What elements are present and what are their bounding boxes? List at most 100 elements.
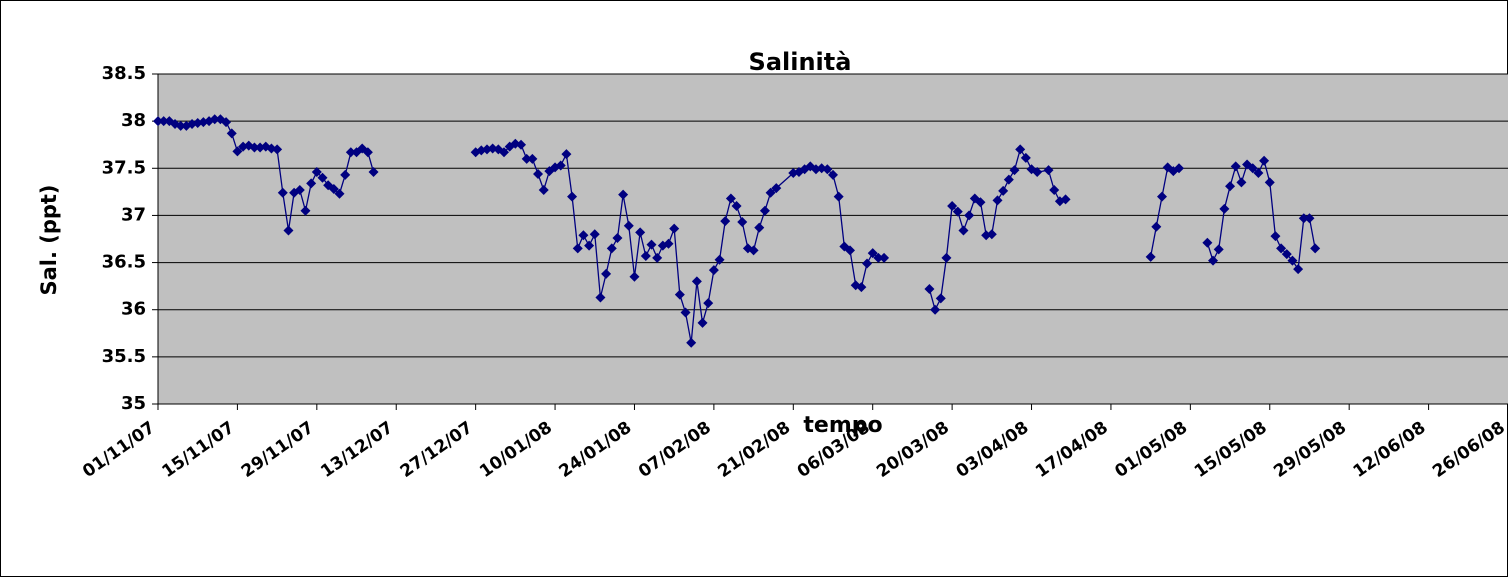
data-marker <box>1174 163 1185 174</box>
data-marker <box>1009 165 1020 176</box>
data-marker <box>1310 243 1321 254</box>
data-marker <box>538 184 549 195</box>
data-marker <box>612 233 623 244</box>
data-marker <box>153 116 163 127</box>
y-tick-label: 35 <box>121 393 146 414</box>
data-marker <box>606 243 617 254</box>
data-marker <box>1208 255 1219 266</box>
data-marker <box>845 245 856 256</box>
data-marker <box>924 283 935 294</box>
data-marker <box>521 153 532 164</box>
data-marker <box>572 243 583 254</box>
data-marker <box>249 142 260 153</box>
data-marker <box>646 239 657 250</box>
data-marker <box>669 223 680 234</box>
data-marker <box>300 205 311 216</box>
data-marker <box>516 139 527 150</box>
data-marker <box>725 193 736 204</box>
data-marker <box>1202 237 1213 248</box>
data-marker <box>856 282 867 293</box>
data-marker <box>703 298 714 309</box>
data-marker <box>822 164 833 175</box>
y-axis-label: Sal. (ppt) <box>37 184 61 295</box>
data-marker <box>533 168 544 179</box>
data-marker <box>1270 231 1281 242</box>
data-marker <box>867 248 878 259</box>
data-marker <box>1145 251 1156 262</box>
data-marker <box>674 289 685 300</box>
data-marker <box>720 216 731 227</box>
data-marker <box>947 201 958 211</box>
data-marker <box>1049 184 1060 195</box>
data-marker <box>209 114 220 125</box>
data-marker <box>311 167 322 178</box>
data-marker <box>595 292 606 303</box>
data-marker <box>941 252 952 263</box>
data-marker <box>1293 264 1304 275</box>
data-marker <box>935 293 946 304</box>
data-marker <box>635 227 646 238</box>
data-marker <box>686 337 697 348</box>
data-marker <box>964 210 975 221</box>
data-marker <box>731 201 742 211</box>
data-marker <box>623 220 634 231</box>
data-marker <box>584 240 595 251</box>
data-marker <box>958 225 969 236</box>
y-tick-label: 35.5 <box>102 346 146 367</box>
data-marker <box>340 169 351 180</box>
data-marker <box>1151 221 1162 232</box>
data-marker <box>759 205 770 216</box>
chart-title: Salinità <box>749 48 852 76</box>
data-marker <box>555 160 566 171</box>
data-marker <box>992 195 1003 206</box>
data-marker <box>1247 163 1258 174</box>
data-marker <box>328 184 339 195</box>
data-marker <box>170 118 181 129</box>
data-marker <box>1032 167 1043 178</box>
data-marker <box>1015 144 1026 155</box>
data-marker <box>663 238 674 249</box>
data-marker <box>680 307 691 318</box>
data-marker <box>334 188 345 199</box>
data-marker <box>294 184 305 195</box>
data-marker <box>527 153 538 164</box>
y-tick-label: 38 <box>121 110 146 131</box>
data-marker <box>561 149 572 160</box>
data-marker <box>1276 243 1287 254</box>
data-marker <box>697 317 708 328</box>
data-marker <box>1281 249 1292 260</box>
data-marker <box>1236 177 1247 188</box>
data-marker <box>1304 213 1315 224</box>
data-marker <box>986 229 997 240</box>
data-marker <box>1043 165 1054 176</box>
data-marker <box>1287 255 1298 266</box>
data-marker <box>1020 152 1031 163</box>
data-marker <box>368 167 379 178</box>
data-marker <box>828 169 838 180</box>
data-marker <box>1230 161 1241 172</box>
data-marker <box>714 254 725 265</box>
y-tick-label: 36.5 <box>102 252 146 273</box>
data-marker <box>754 222 765 233</box>
data-marker <box>272 144 283 155</box>
x-axis-label: tempo <box>803 413 882 438</box>
data-marker <box>1259 155 1270 166</box>
data-marker <box>618 189 629 200</box>
data-marker <box>691 276 702 287</box>
data-marker <box>1253 168 1264 178</box>
data-marker <box>930 304 941 315</box>
data-marker <box>232 146 243 157</box>
data-marker <box>499 147 510 158</box>
data-marker <box>1219 203 1230 214</box>
data-marker <box>771 183 782 194</box>
data-marker <box>589 229 600 240</box>
data-marker <box>158 116 169 127</box>
data-marker <box>578 230 589 241</box>
data-marker <box>362 147 373 158</box>
y-tick-label: 37.5 <box>102 157 146 178</box>
data-marker <box>226 128 237 139</box>
data-marker <box>879 252 890 263</box>
plot-area <box>158 74 1508 404</box>
data-marker <box>640 250 651 261</box>
